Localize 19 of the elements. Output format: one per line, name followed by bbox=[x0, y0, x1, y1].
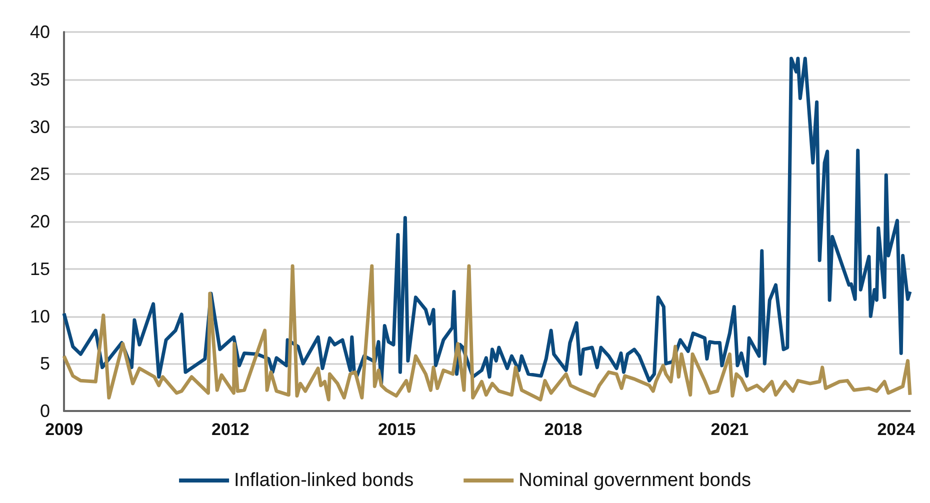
y-tick-label: 35 bbox=[30, 69, 50, 90]
x-tick-label: 2012 bbox=[212, 420, 250, 439]
y-tick-label: 5 bbox=[40, 354, 50, 374]
y-tick-label: 15 bbox=[30, 258, 50, 279]
line-series bbox=[62, 264, 912, 402]
x-tick-label: 2015 bbox=[378, 420, 416, 439]
legend-label: Inflation-linked bonds bbox=[234, 470, 414, 491]
y-tick-label: 40 bbox=[30, 22, 50, 42]
legend-label: Nominal government bonds bbox=[518, 470, 751, 491]
y-tick-label: 0 bbox=[40, 401, 50, 421]
line-series bbox=[62, 56, 912, 386]
x-tick-label: 2018 bbox=[544, 420, 582, 439]
x-tick-label: 2009 bbox=[45, 420, 83, 439]
x-tick-label: 2021 bbox=[710, 420, 749, 439]
y-tick-label: 30 bbox=[30, 116, 50, 137]
y-tick-label: 25 bbox=[30, 164, 50, 184]
y-tick-label: 20 bbox=[30, 212, 50, 232]
y-tick-label: 10 bbox=[30, 306, 50, 326]
x-tick-label: 2024 bbox=[877, 420, 916, 439]
